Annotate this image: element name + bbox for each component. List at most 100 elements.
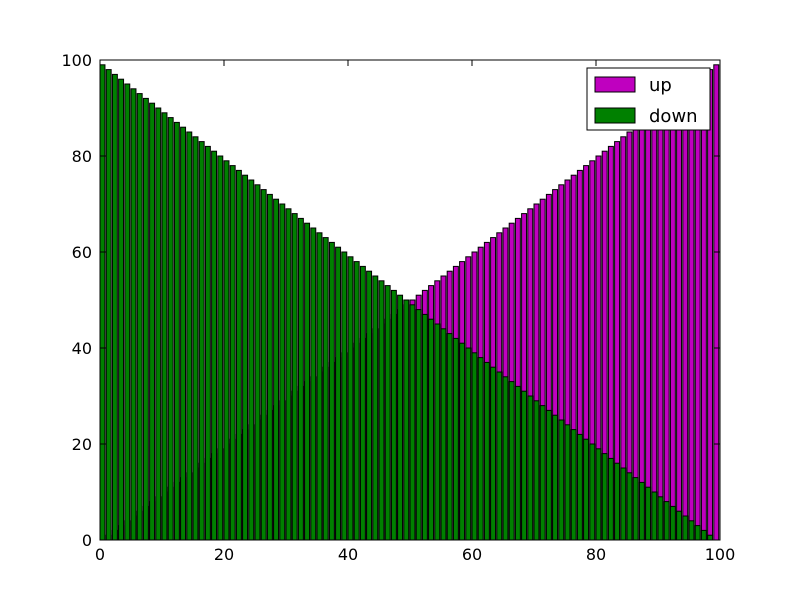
bar-down-1	[105, 69, 112, 541]
bar-down-77	[576, 433, 583, 541]
y-tick-label: 20	[72, 435, 92, 454]
bar-down-70	[533, 400, 540, 541]
bar-down-23	[242, 174, 249, 541]
bar-down-89	[651, 491, 658, 541]
y-tick-label: 60	[72, 243, 92, 262]
bar-down-58	[459, 342, 466, 541]
bar-down-84	[620, 467, 627, 541]
y-tick-label: 80	[72, 147, 92, 166]
bar-down-66	[508, 381, 515, 541]
legend-label-up: up	[649, 75, 672, 96]
bar-down-37	[328, 241, 335, 541]
bar-down-67	[514, 385, 521, 541]
bar-down-81	[601, 453, 608, 541]
bar-down-22	[235, 169, 242, 541]
legend-swatch-up	[594, 76, 636, 93]
bar-down-98	[707, 534, 714, 541]
bar-down-73	[552, 414, 559, 541]
bar-down-95	[688, 520, 695, 541]
bar-down-72	[545, 409, 552, 541]
x-tick-label: 20	[214, 545, 234, 564]
bar-down-85	[626, 472, 633, 541]
bar-down-36	[322, 237, 329, 541]
bar-down-20	[223, 160, 230, 541]
bar-down-53	[428, 318, 435, 541]
bar-up-99	[713, 64, 720, 541]
bar-down-11	[167, 117, 174, 541]
bar-down-65	[502, 376, 509, 541]
bar-down-44	[372, 275, 379, 541]
bar-down-28	[273, 198, 280, 541]
bar-up-92	[669, 97, 676, 541]
y-tick-label: 40	[72, 339, 92, 358]
bar-up-93	[676, 93, 683, 541]
bar-up-87	[638, 121, 645, 541]
bar-down-69	[527, 395, 534, 541]
bar-down-86	[632, 477, 639, 541]
x-tick-label: 40	[338, 545, 358, 564]
bar-down-21	[229, 165, 236, 541]
axes-frame	[99, 59, 721, 541]
bar-down-45	[378, 280, 385, 541]
bar-down-97	[700, 529, 707, 541]
bar-up-91	[663, 102, 670, 541]
bar-down-3	[118, 78, 125, 541]
bar-down-68	[521, 390, 528, 541]
bar-down-88	[645, 486, 652, 541]
bar-down-80	[595, 448, 602, 541]
bar-down-27	[266, 193, 273, 541]
x-tick-label: 100	[705, 545, 736, 564]
bar-down-6	[136, 93, 143, 541]
y-tick-label: 0	[82, 531, 92, 550]
bar-down-82	[607, 457, 614, 541]
bar-down-12	[173, 121, 180, 541]
bar-down-61	[477, 357, 484, 541]
legend: up down	[586, 67, 711, 131]
bar-up-96	[694, 78, 701, 541]
bar-down-19	[217, 155, 224, 541]
bar-down-92	[669, 505, 676, 541]
bar-down-91	[663, 501, 670, 541]
x-tick-label: 80	[586, 545, 606, 564]
bar-down-15	[192, 136, 199, 541]
bar-down-5	[130, 88, 137, 541]
bar-down-34	[310, 227, 317, 541]
bar-down-17	[204, 145, 211, 541]
bar-down-83	[614, 462, 621, 541]
bar-down-50	[409, 304, 416, 541]
bar-down-4	[124, 83, 131, 541]
y-tick-label: 100	[61, 51, 92, 70]
bar-up-89	[651, 112, 658, 541]
bar-down-96	[694, 525, 701, 541]
bar-down-57	[452, 337, 459, 541]
bar-down-55	[440, 328, 447, 541]
bar-up-95	[688, 83, 695, 541]
bar-down-13	[180, 126, 187, 541]
bar-down-71	[539, 405, 546, 541]
bar-down-75	[564, 424, 571, 541]
x-tick-label: 60	[462, 545, 482, 564]
bar-down-79	[589, 443, 596, 541]
bar-down-25	[254, 184, 261, 541]
bar-down-63	[490, 366, 497, 541]
bar-down-35	[316, 232, 323, 541]
bar-up-90	[657, 107, 664, 541]
bar-down-40	[347, 256, 354, 541]
bar-down-48	[397, 294, 404, 541]
bar-down-54	[434, 323, 441, 541]
bar-down-62	[483, 361, 490, 541]
bar-down-78	[583, 438, 590, 541]
bar-down-18	[211, 150, 218, 541]
bar-down-90	[657, 496, 664, 541]
bar-down-30	[285, 208, 292, 541]
bar-down-41	[353, 261, 360, 541]
bar-down-38	[335, 246, 342, 541]
bar-down-8	[149, 102, 156, 541]
bar-down-59	[465, 347, 472, 541]
bar-down-16	[198, 141, 205, 541]
bar-down-0	[99, 64, 106, 541]
bar-down-74	[558, 419, 565, 541]
ticks-layer: 0 20 40 60 80 100 0 20 40 60 80 100	[61, 51, 735, 564]
bar-up-94	[682, 88, 689, 541]
